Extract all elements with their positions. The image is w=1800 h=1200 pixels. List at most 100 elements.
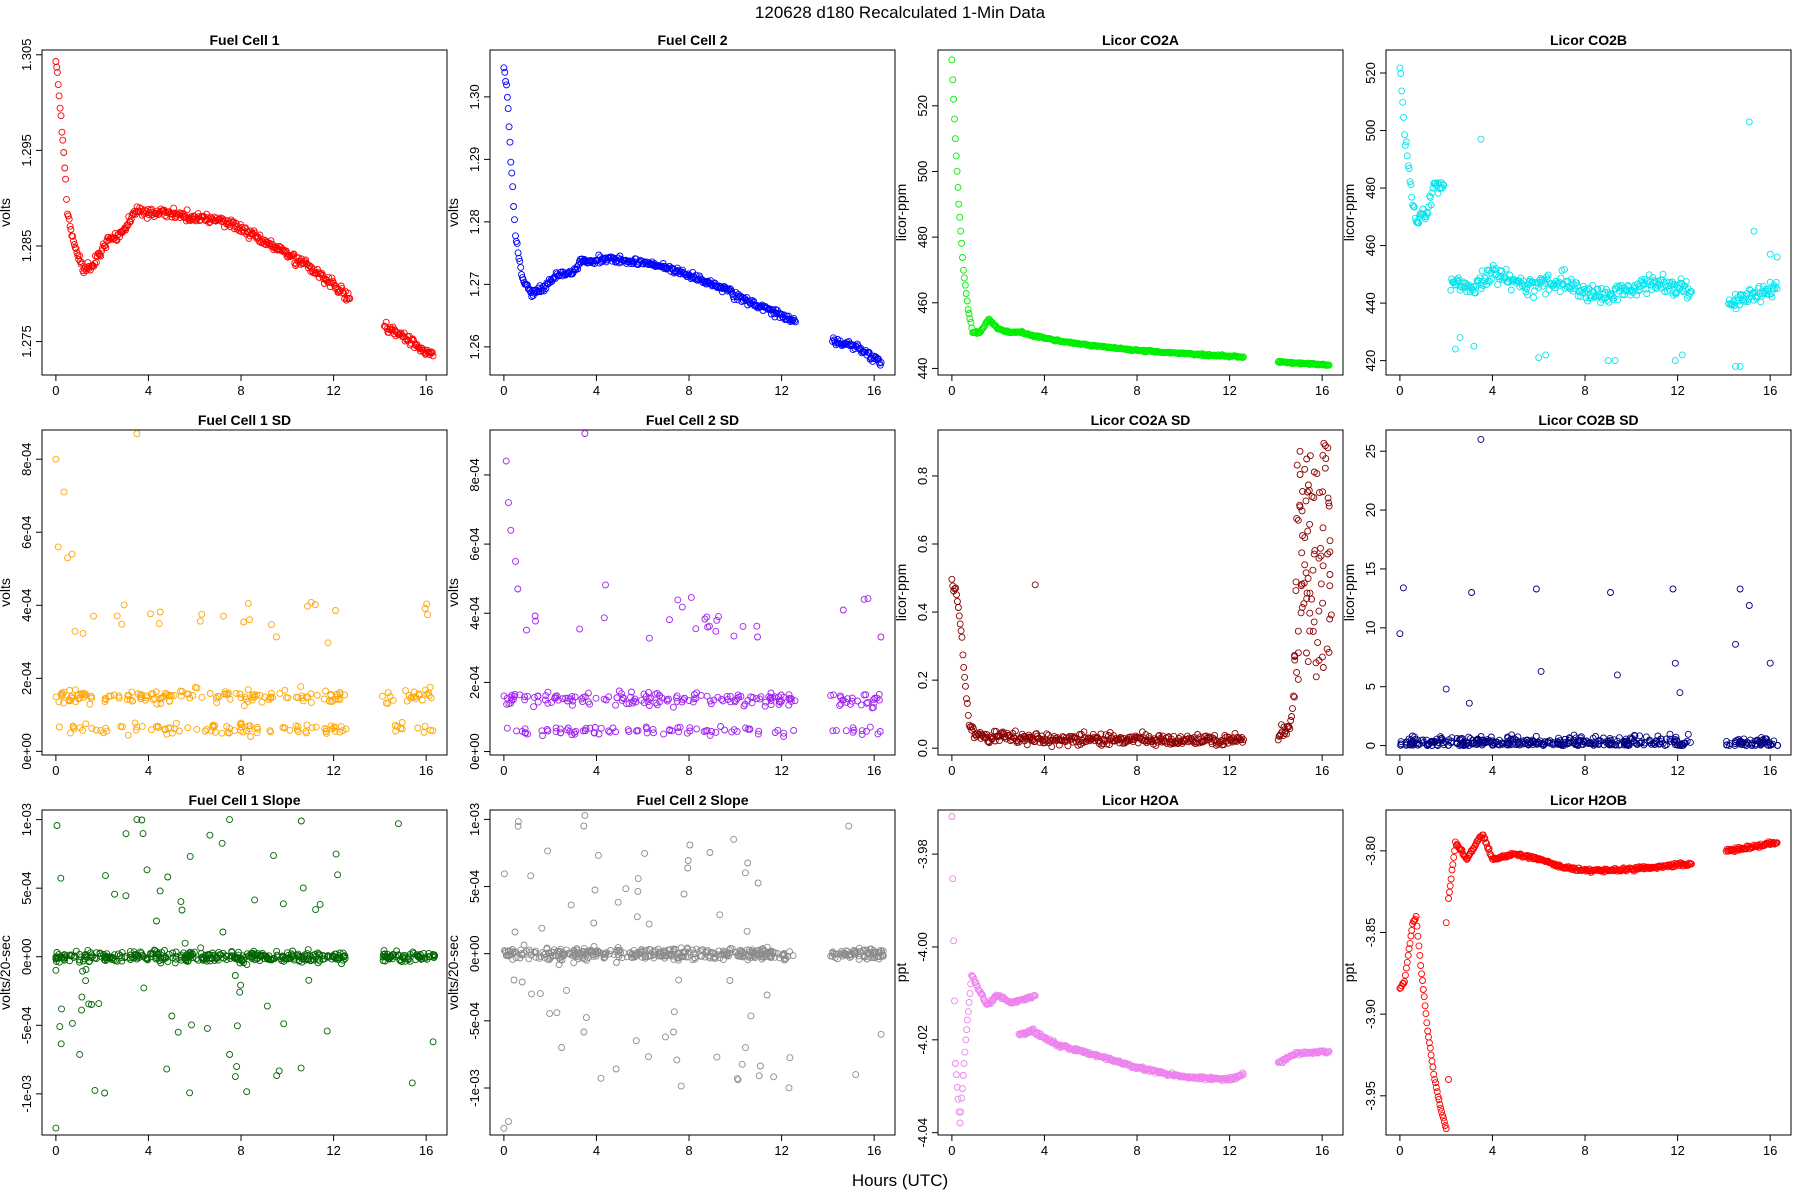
data-point bbox=[645, 695, 653, 703]
data-point bbox=[218, 839, 226, 847]
data-point bbox=[198, 693, 206, 701]
data-point bbox=[1321, 464, 1329, 472]
data-point bbox=[753, 695, 761, 703]
data-point bbox=[952, 584, 960, 592]
plot-frame bbox=[937, 809, 1344, 1136]
data-point bbox=[1326, 537, 1334, 545]
data-point bbox=[1766, 250, 1774, 258]
data-point bbox=[246, 616, 253, 624]
x-tick-label: 16 bbox=[1315, 763, 1329, 778]
data-point bbox=[1614, 296, 1622, 304]
data-point bbox=[962, 682, 969, 690]
data-point bbox=[848, 697, 856, 705]
data-point bbox=[572, 727, 580, 735]
data-point bbox=[1424, 1027, 1432, 1035]
data-point bbox=[115, 692, 123, 700]
data-point bbox=[500, 870, 508, 878]
data-point bbox=[409, 335, 417, 343]
data-point bbox=[231, 1073, 239, 1081]
data-point bbox=[237, 981, 245, 989]
data-point bbox=[71, 686, 79, 694]
data-point bbox=[1326, 571, 1334, 578]
data-point bbox=[653, 689, 661, 697]
data-point bbox=[581, 811, 589, 819]
y-tick-label: -3.85 bbox=[1363, 918, 1378, 948]
data-point bbox=[690, 695, 698, 703]
data-point bbox=[322, 687, 330, 695]
data-point bbox=[586, 700, 594, 708]
data-point bbox=[52, 966, 60, 974]
data-point bbox=[959, 651, 967, 659]
x-tick-label: 8 bbox=[685, 1143, 692, 1158]
data-point bbox=[1597, 299, 1604, 306]
data-point bbox=[948, 56, 956, 64]
data-point bbox=[270, 852, 277, 860]
data-point bbox=[1773, 253, 1781, 261]
data-point bbox=[66, 729, 74, 737]
data-point bbox=[429, 727, 437, 735]
data-point bbox=[109, 235, 117, 243]
data-point bbox=[1669, 585, 1677, 593]
data-point bbox=[590, 729, 598, 737]
data-point bbox=[1313, 470, 1321, 478]
data-point bbox=[1097, 730, 1105, 738]
data-point bbox=[1502, 265, 1510, 273]
data-point bbox=[785, 691, 793, 699]
panel-title: Licor H2OB bbox=[1550, 792, 1627, 808]
data-point bbox=[1542, 290, 1550, 298]
data-point bbox=[1419, 977, 1426, 984]
data-point bbox=[129, 697, 136, 705]
data-point bbox=[92, 726, 100, 734]
y-tick-label: 1e-03 bbox=[19, 803, 34, 836]
x-tick-label: 0 bbox=[948, 1143, 955, 1158]
data-point bbox=[1296, 471, 1304, 478]
data-point bbox=[530, 703, 538, 711]
data-point bbox=[1489, 265, 1496, 273]
data-point bbox=[670, 1008, 678, 1016]
data-point bbox=[267, 728, 275, 736]
data-point bbox=[1560, 742, 1567, 749]
data-point bbox=[59, 691, 67, 699]
data-point bbox=[132, 726, 140, 734]
data-point bbox=[527, 872, 535, 880]
x-tick-label: 8 bbox=[1133, 383, 1140, 398]
data-point bbox=[63, 195, 70, 203]
data-point bbox=[695, 275, 703, 283]
data-point bbox=[876, 361, 884, 369]
data-point bbox=[765, 693, 773, 701]
y-tick-label: 500 bbox=[915, 161, 930, 183]
data-point bbox=[1448, 734, 1456, 742]
data-point bbox=[174, 1028, 182, 1036]
data-point bbox=[542, 692, 550, 700]
series-points bbox=[500, 811, 887, 1132]
data-point bbox=[1293, 461, 1301, 469]
data-point bbox=[767, 689, 775, 697]
data-point bbox=[1766, 659, 1774, 667]
data-point bbox=[613, 959, 620, 966]
data-point bbox=[967, 318, 975, 326]
data-point bbox=[507, 526, 515, 534]
data-point bbox=[564, 724, 572, 732]
data-point bbox=[1427, 1051, 1435, 1059]
data-point bbox=[329, 697, 336, 705]
data-point bbox=[1401, 971, 1409, 979]
data-point bbox=[1407, 932, 1415, 940]
data-point bbox=[874, 354, 882, 362]
data-point bbox=[382, 318, 390, 326]
data-point bbox=[1325, 502, 1333, 510]
figure-title: 120628 d180 Recalculated 1-Min Data bbox=[755, 3, 1046, 22]
data-point bbox=[697, 691, 705, 699]
data-point bbox=[1304, 481, 1312, 489]
data-point bbox=[427, 348, 435, 356]
data-point bbox=[1397, 70, 1405, 77]
data-point bbox=[684, 864, 692, 872]
data-point bbox=[508, 696, 515, 704]
data-point bbox=[513, 239, 521, 247]
data-point bbox=[1165, 733, 1173, 741]
data-point bbox=[1735, 297, 1743, 305]
data-point bbox=[425, 692, 433, 700]
x-tick-label: 16 bbox=[867, 383, 881, 398]
data-point bbox=[102, 244, 110, 252]
plot-frame bbox=[1385, 429, 1792, 756]
